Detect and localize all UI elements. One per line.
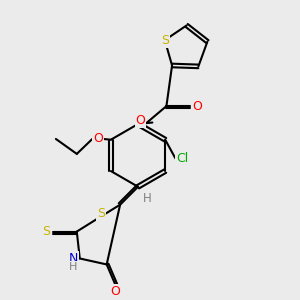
Text: S: S xyxy=(97,207,105,220)
Text: Cl: Cl xyxy=(176,152,188,165)
Text: S: S xyxy=(161,34,169,46)
Text: H: H xyxy=(69,262,77,272)
Text: S: S xyxy=(42,225,50,238)
Text: O: O xyxy=(192,100,202,112)
Text: H: H xyxy=(142,192,152,205)
Text: N: N xyxy=(68,252,78,265)
Text: O: O xyxy=(93,132,103,146)
Text: O: O xyxy=(136,114,146,127)
Text: O: O xyxy=(111,285,121,298)
